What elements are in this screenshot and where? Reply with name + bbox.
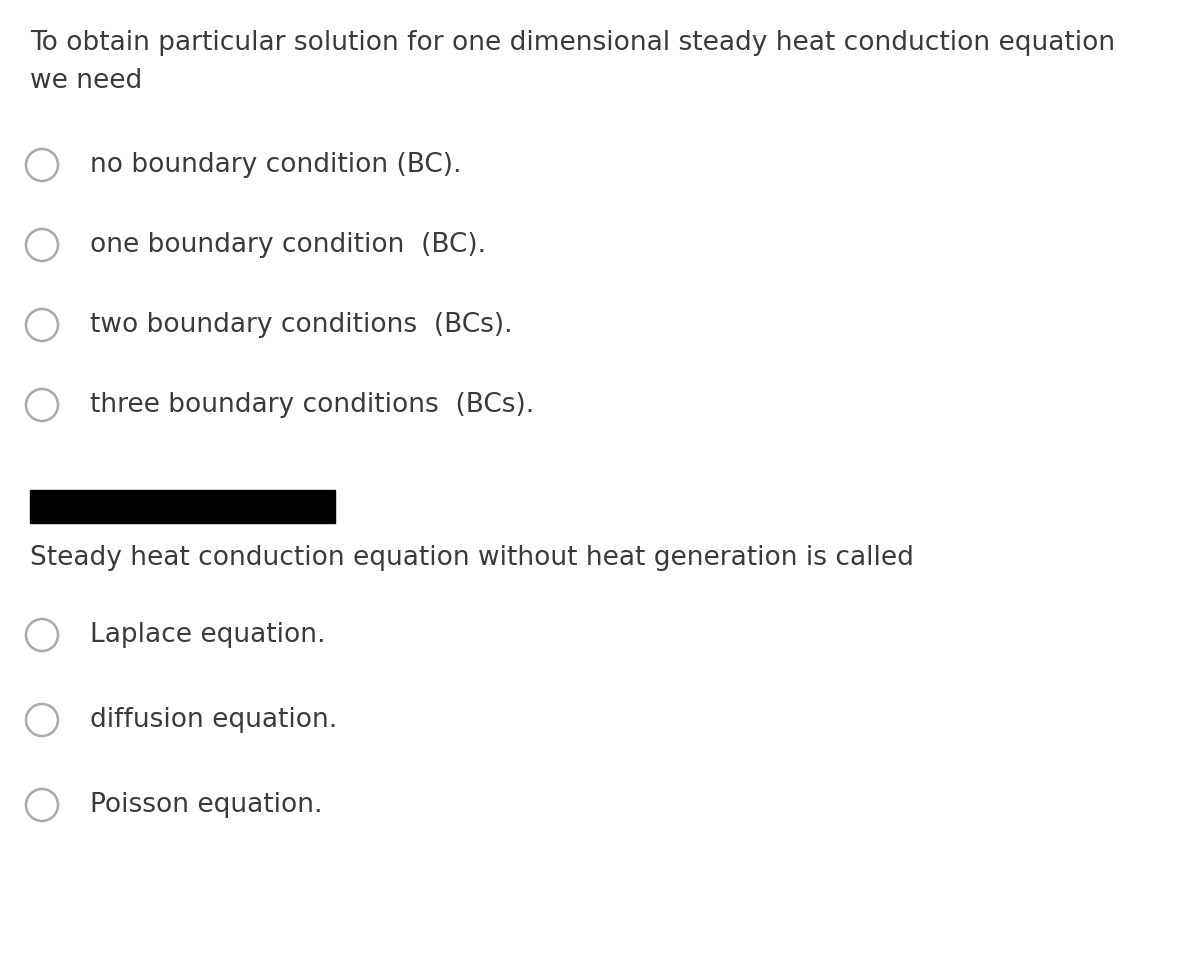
Circle shape	[26, 619, 58, 651]
Bar	[30, 490, 335, 523]
Circle shape	[26, 389, 58, 421]
Circle shape	[26, 309, 58, 341]
Text: Steady heat conduction equation without heat generation is called: Steady heat conduction equation without …	[30, 545, 914, 571]
Text: no boundary condition (BC).: no boundary condition (BC).	[90, 152, 462, 178]
Circle shape	[26, 229, 58, 261]
Text: To obtain particular solution for one dimensional steady heat conduction equatio: To obtain particular solution for one di…	[30, 30, 1115, 94]
Text: three boundary conditions  (BCs).: three boundary conditions (BCs).	[90, 392, 534, 418]
Text: one boundary condition  (BC).: one boundary condition (BC).	[90, 232, 486, 258]
Text: two boundary conditions  (BCs).: two boundary conditions (BCs).	[90, 312, 512, 338]
Circle shape	[26, 789, 58, 821]
Circle shape	[26, 149, 58, 181]
Text: Laplace equation.: Laplace equation.	[90, 622, 325, 648]
Circle shape	[26, 704, 58, 736]
Text: diffusion equation.: diffusion equation.	[90, 707, 337, 733]
Text: Poisson equation.: Poisson equation.	[90, 792, 323, 818]
